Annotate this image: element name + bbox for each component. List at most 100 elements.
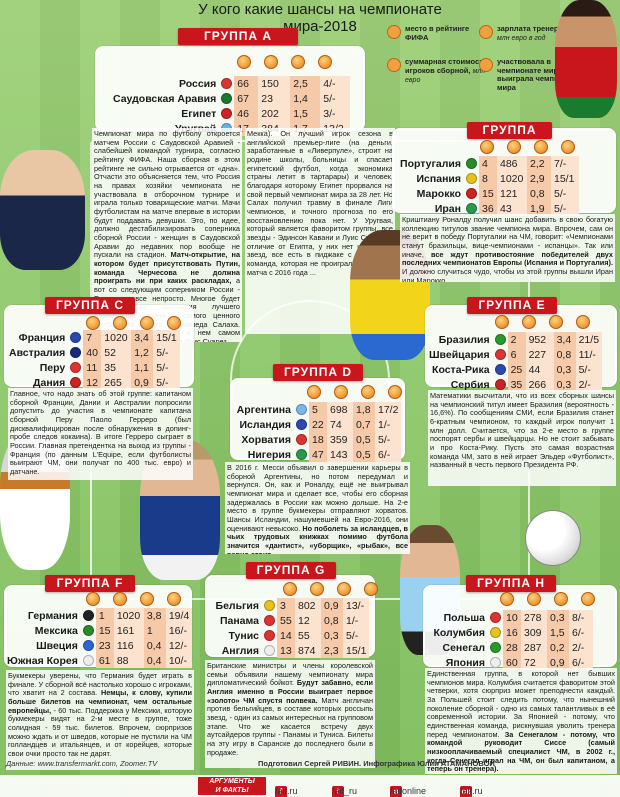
salary-icon [291,55,305,69]
flag-icon [264,600,275,612]
team-name: Перу [39,361,66,374]
team-name: Аргентина [236,403,291,416]
table-row: Сербия 35 266 0,3 2/- [426,377,603,392]
flag-icon [466,158,477,170]
trophy-icon [364,582,378,596]
group-e-header: ГРУППА Е [467,297,557,314]
fifa-rank: 16 [503,625,521,640]
team-value: 161 [113,623,144,638]
fifa-rank: 22 [309,417,327,432]
team-value: 12 [295,613,321,628]
fifa-rank: 11 [83,360,102,375]
group-a-table: Россия 66 150 2,5 4/- Саудовская Аравия … [110,76,351,136]
team-value: 202 [258,106,291,121]
group-h-text: Единственная группа, в которой нет бывши… [425,668,617,774]
team-value: 486 [497,156,527,171]
team-name: Коста-Рика [432,363,490,376]
team-name: Франция [18,331,66,344]
salary-icon [361,385,375,399]
team-value: 72 [521,655,547,670]
coach-salary: 0,9 [321,598,343,613]
fifa-ranking-icon [86,592,100,606]
team-name: Бельгия [215,599,259,612]
group-b-icons [480,140,588,154]
fifa-rank: 2 [507,332,526,347]
table-row: Австралия 40 52 1,2 5/- [6,345,180,360]
trophy-icon [388,385,402,399]
team-name: Саудовская Аравия [113,92,217,105]
coach-salary: 1 [143,623,166,638]
team-name: Сербия [450,378,490,391]
team-value: 278 [521,610,547,625]
flag-icon [490,642,501,654]
team-value: 359 [327,432,353,447]
team-name: Бразилия [438,333,490,346]
team-name: Польша [443,611,485,624]
team-name: Иран [434,202,461,215]
team-name: Дания [33,376,66,389]
table-row: Египет 46 202 1,5 3/- [110,106,351,121]
fifa-rank: 18 [309,432,327,447]
table-row: Испания 8 1020 2,9 15/1 [396,171,579,186]
team-value: 35 [101,360,132,375]
flag-icon [494,349,506,361]
sources-note: Данные: www.transfermarkt.com, Zoomer.TV [6,759,158,768]
group-f-text: Букмекеры уверены, что Германия будет иг… [6,670,194,770]
team-value: 1020 [101,330,132,345]
group-g-icons [283,582,391,596]
table-row: Перу 11 35 1,1 5/- [6,360,180,375]
fifa-rank: 14 [277,628,295,643]
wc-record: 21/5 [575,332,603,347]
team-name: Швеция [36,639,78,652]
team-name: Португалия [400,157,461,170]
table-row: Бразилия 2 952 3,4 21/5 [426,332,603,347]
team-value: 23 [258,91,291,106]
table-row: Иран 36 43 1,9 5/- [396,201,579,216]
table-row: Мексика 15 161 1 16/- [4,623,193,638]
legend-wins: участвовала в чемпионате мира/ выиграла … [479,57,582,93]
fifa-rank: 3 [277,598,295,613]
ok-icon: ок [460,786,472,797]
trophy-icon [318,55,332,69]
flag-icon [264,615,275,627]
wc-record: 5/- [551,201,579,216]
flag-icon [296,449,307,461]
team-value: 1020 [113,608,144,623]
fifa-rank: 1 [95,608,114,623]
fifa-rank: 5 [309,402,327,417]
trophy-icon [167,316,181,330]
fifa-rank: 12 [83,375,102,390]
wc-record: 1/- [375,417,402,432]
trophy-icon [576,315,590,329]
coach-salary: 1,8 [353,402,375,417]
wc-record: 8/- [569,610,593,625]
flag-icon [466,203,477,215]
player-value-icon [527,592,541,606]
coach-salary: 1,5 [547,625,569,640]
table-row: Германия 1 1020 3,8 19/4 [4,608,193,623]
fifa-ranking-icon [86,316,100,330]
fifa-rank: 6 [507,347,526,362]
fifa-ranking-icon [307,385,321,399]
coach-salary: 2,9 [527,171,551,186]
flag-icon [82,625,94,637]
team-value: 44 [525,362,554,377]
coach-salary: 0,3 [553,362,576,377]
group-d-table: Аргентина 5 698 1,8 17/2 Исландия 22 74 … [232,402,402,462]
trophy-icon [479,58,493,72]
group-a-icons [237,55,345,69]
player-value-icon [113,592,127,606]
table-row: Нигерия 47 143 0,5 6/- [232,447,402,462]
table-row: Саудовская Аравия 67 23 1,4 5/- [110,91,351,106]
fifa-rank: 23 [95,638,114,653]
table-row: Аргентина 5 698 1,8 17/2 [232,402,402,417]
wc-record: 5/- [153,345,180,360]
group-c-text: Главное, что надо знать об этой группе: … [8,388,193,480]
wc-record: 17/2 [375,402,402,417]
wc-record: 15/1 [153,330,180,345]
footer: Данные: www.transfermarkt.com, Zoomer.TV… [0,759,620,797]
table-row: Россия 66 150 2,5 4/- [110,76,351,91]
team-name: Англия [221,644,259,657]
wc-record: 13/- [343,598,370,613]
coach-salary: 0,9 [547,655,569,670]
